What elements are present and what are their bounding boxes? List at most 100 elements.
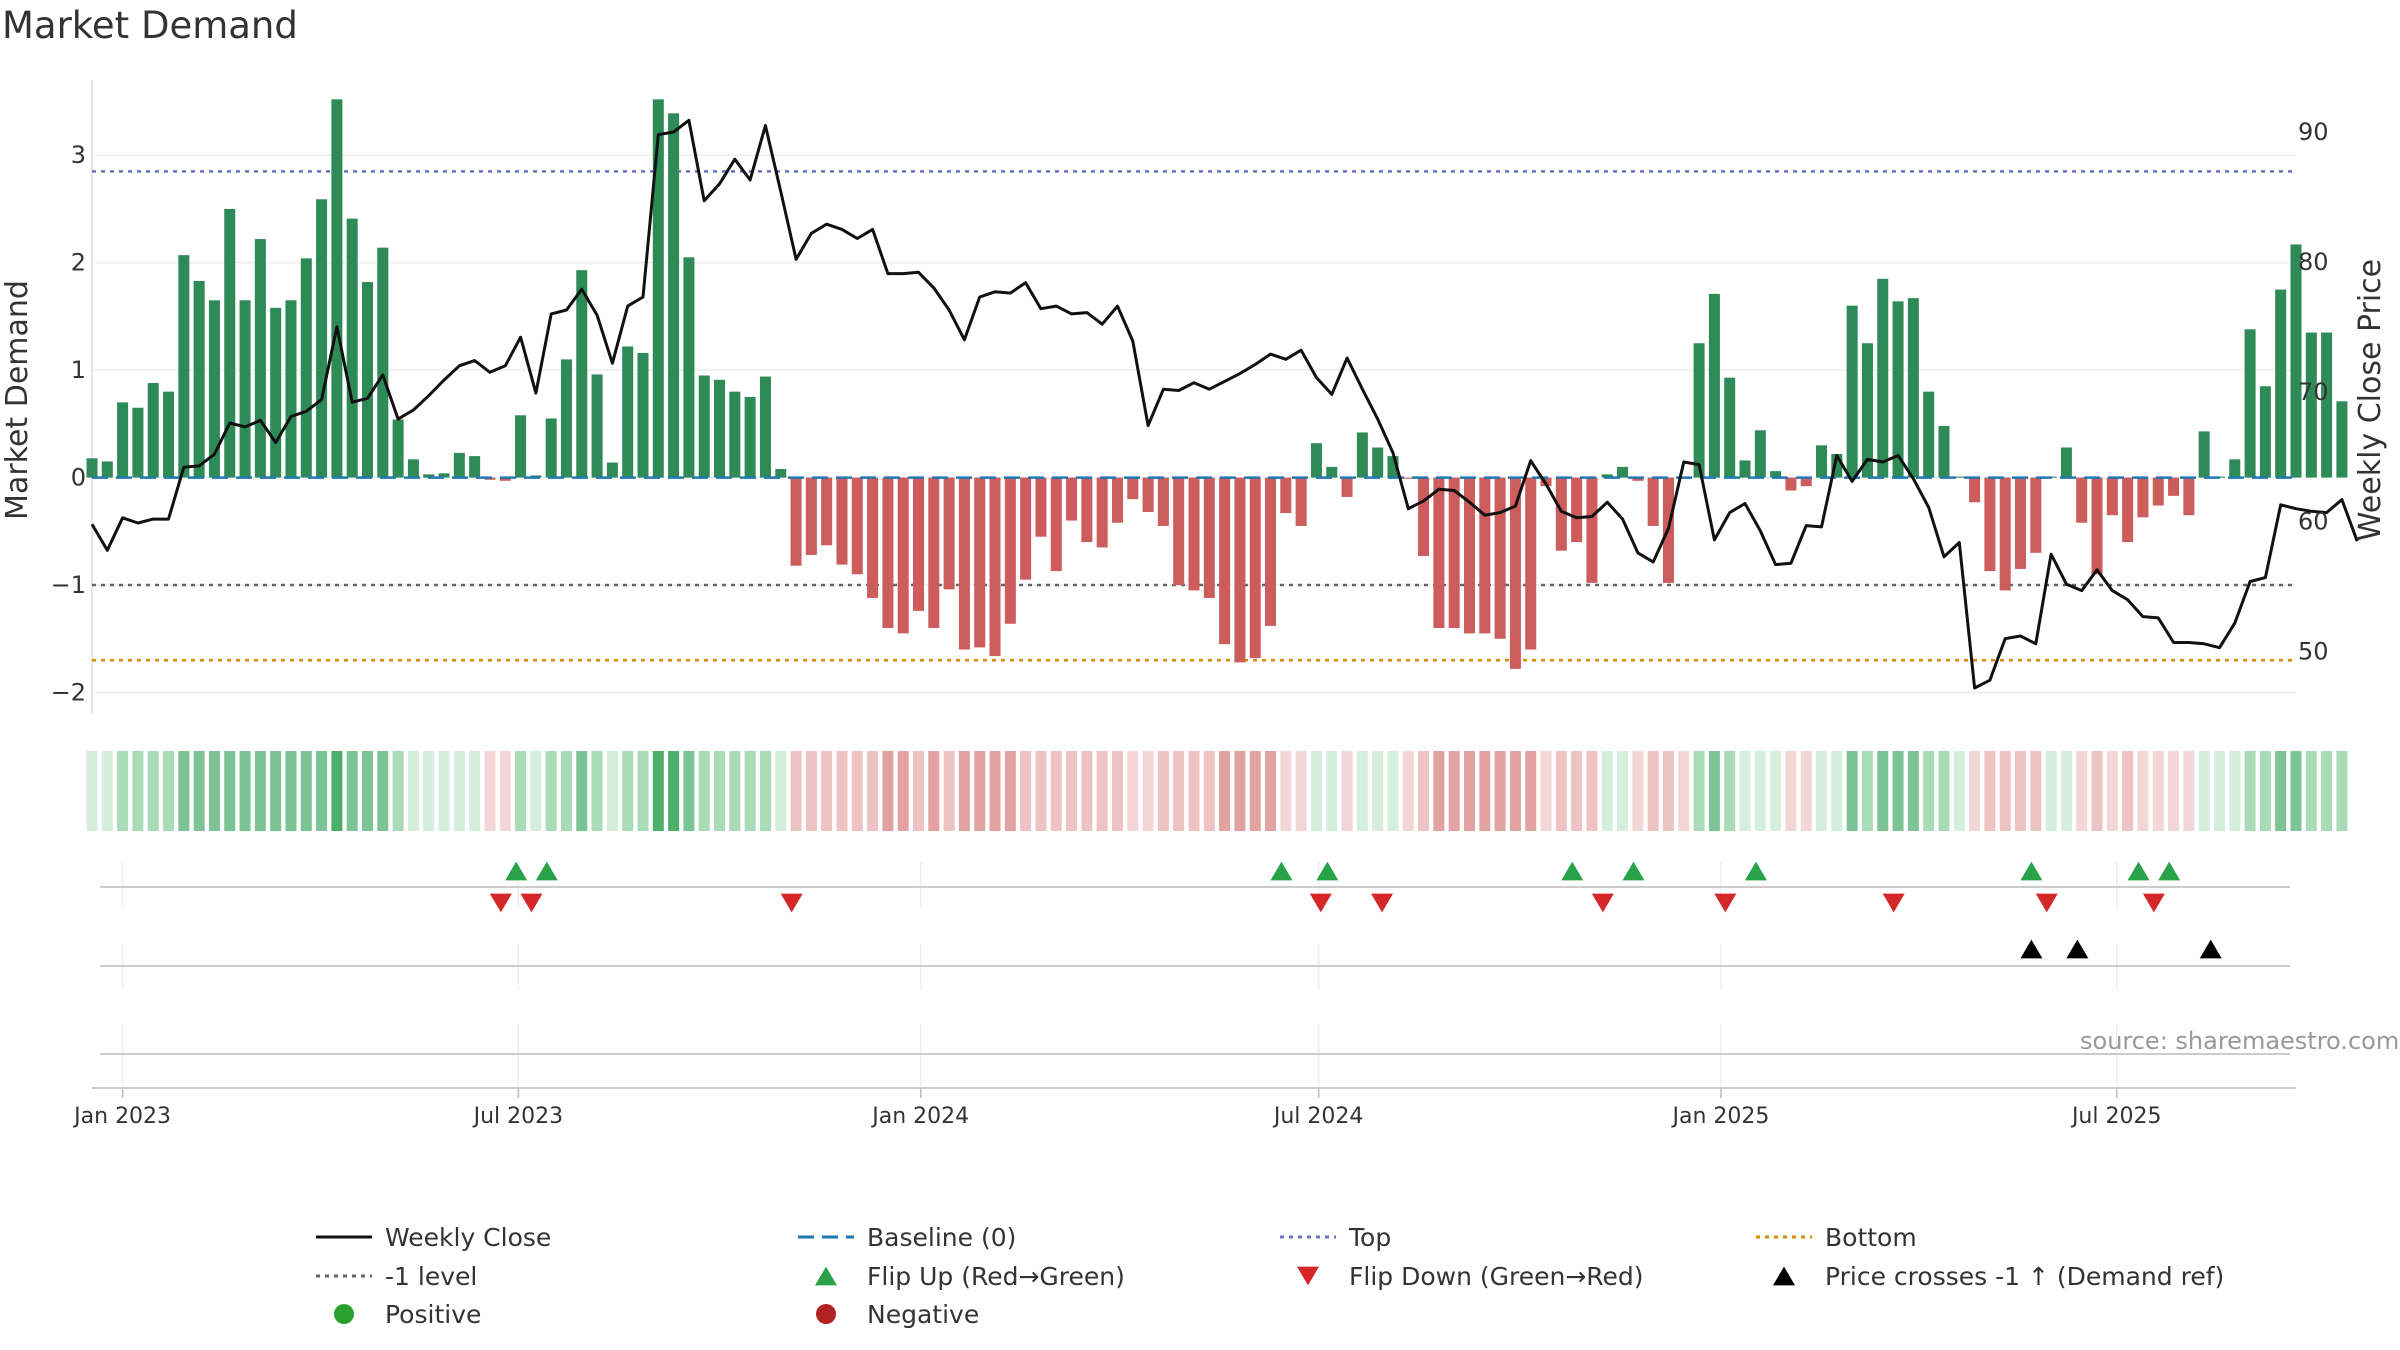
flip-down-marker (780, 893, 803, 913)
demand-bar (1020, 477, 1032, 580)
strip-cell (438, 751, 450, 831)
demand-bar (423, 474, 435, 478)
legend-label: Weekly Close (385, 1223, 551, 1252)
demand-bar (622, 346, 634, 478)
strip-cell (1402, 751, 1414, 831)
demand-bar (1708, 293, 1720, 478)
strip-cell (637, 751, 649, 831)
strip-cell (2321, 751, 2333, 831)
strip-cell (759, 751, 771, 831)
strip-cell (1800, 751, 1812, 831)
demand-bar (1617, 466, 1629, 478)
strip-cell (1356, 751, 1368, 831)
demand-bar (1861, 343, 1873, 478)
strip-cell (1678, 751, 1690, 831)
strip-cell (208, 751, 220, 831)
strip-cell (2275, 751, 2287, 831)
demand-bar (2275, 289, 2287, 478)
demand-bar (1969, 477, 1981, 503)
demand-bar (499, 477, 511, 481)
legend-item: Negative (816, 1300, 979, 1329)
demand-bar (1004, 477, 1016, 624)
demand-bar (912, 477, 925, 611)
strip-cell (790, 751, 802, 831)
flip-markers (489, 861, 2181, 913)
flip-down-marker (2035, 893, 2058, 913)
strip-cell (1326, 751, 1338, 831)
strip-cell (1601, 751, 1613, 831)
demand-bar (1341, 477, 1353, 497)
demand-bar (1142, 477, 1154, 512)
demand-bar (1571, 477, 1583, 543)
demand-bar (300, 258, 312, 478)
strip-cell (86, 751, 98, 831)
strip-cell (361, 751, 374, 831)
x-tick-label: Jul 2023 (472, 1104, 564, 1129)
price-cross-marker (2199, 939, 2222, 959)
flip-down-marker (1371, 893, 1394, 913)
demand-bar (576, 270, 588, 478)
flip-up-marker (1561, 861, 1584, 881)
strip-cell (1540, 751, 1552, 831)
demand-bar (1479, 477, 1491, 634)
strip-cell (867, 751, 879, 831)
demand-bar (1249, 477, 1261, 659)
demand-bar (1754, 430, 1766, 478)
demand-bar (683, 257, 695, 478)
right-axis-ticks: 50 60 70 80 90 (2298, 118, 2329, 666)
strip-cell (1050, 751, 1062, 831)
x-tick-label: Jan 2024 (870, 1104, 969, 1129)
flip-up-marker (1316, 861, 1339, 881)
strip-cell (974, 751, 986, 831)
strip-cell (1525, 751, 1537, 831)
legend-item: Positive (334, 1300, 481, 1329)
strip-cell (1861, 751, 1873, 831)
demand-bar (2091, 477, 2103, 575)
strip-cell (1984, 751, 1996, 831)
demand-bar (1999, 477, 2011, 591)
demand-bar (1035, 477, 1047, 537)
strip-cell (1433, 751, 1445, 831)
demand-bar (1326, 466, 1338, 478)
legend: Weekly Close Baseline (0) Top Bottom -1 leve… (316, 1223, 2224, 1329)
demand-bar (1066, 477, 1078, 521)
weekly-close-line (90, 118, 2359, 690)
demand-bar (897, 477, 909, 634)
demand-bar (1892, 301, 1904, 478)
demand-bar (606, 462, 618, 478)
legend-swatch (334, 1304, 354, 1324)
strip-cell (622, 751, 634, 831)
demand-bar (1418, 477, 1430, 557)
strip-cell (928, 751, 940, 831)
demand-bar (1800, 477, 1812, 487)
strip-cell (132, 751, 144, 831)
strip-cell (1647, 751, 1659, 831)
strip-cell (2060, 751, 2072, 831)
demand-bar (545, 418, 557, 478)
strip-cell (683, 751, 695, 831)
strip-cell (1157, 751, 1169, 831)
strip-cell (606, 751, 618, 831)
legend-swatch (1297, 1266, 1319, 1286)
strip-cell (407, 751, 419, 831)
strip-cell (2014, 751, 2027, 831)
right-tick-label: 50 (2298, 638, 2329, 666)
strip-cell (2137, 751, 2149, 831)
strip-cell (1249, 751, 1261, 831)
demand-bar (1555, 477, 1567, 551)
strip-cell (178, 751, 190, 831)
legend-label: Baseline (0) (867, 1223, 1016, 1252)
demand-bar (2259, 386, 2271, 478)
right-tick-label: 70 (2298, 378, 2329, 406)
strip-cell (1923, 751, 1935, 831)
strip-cell (2229, 751, 2241, 831)
demand-bar (1310, 443, 1322, 478)
demand-bar (928, 477, 940, 629)
demand-bar (2076, 477, 2088, 523)
demand-bar (1127, 477, 1139, 500)
strip-cell (1739, 751, 1751, 831)
strip-cell (2076, 751, 2088, 831)
flip-down-marker (1882, 893, 1905, 913)
left-tick-label: 0 (71, 464, 86, 492)
